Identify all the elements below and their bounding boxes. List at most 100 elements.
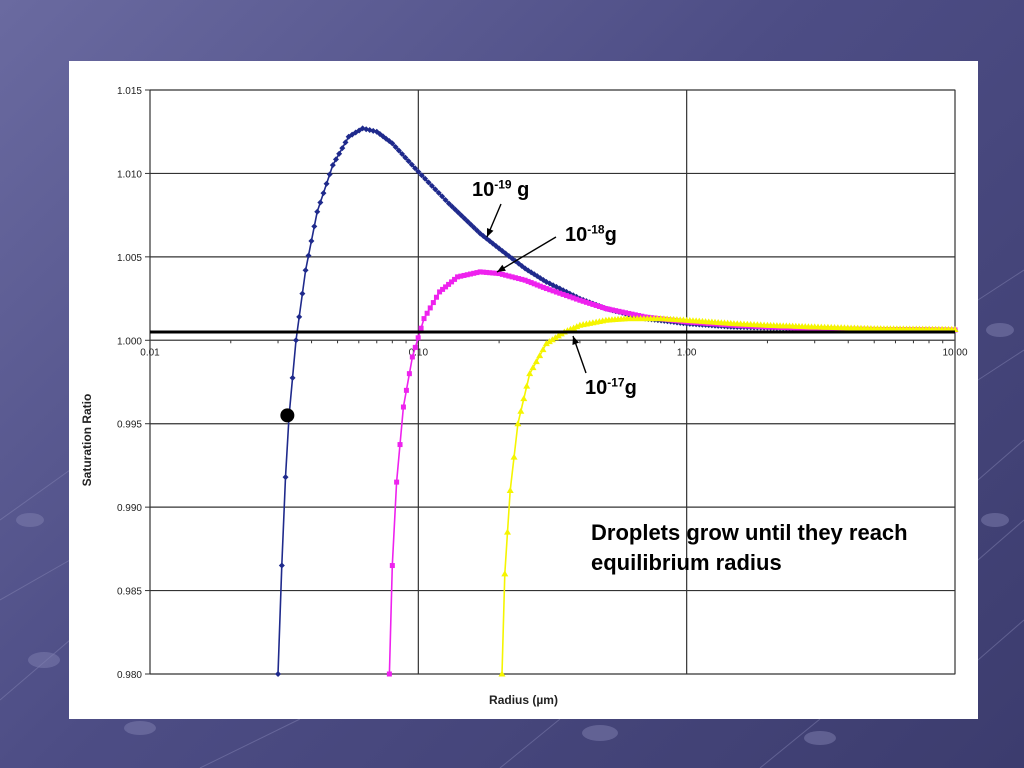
series-1-point [302,267,309,274]
series-3-point [510,453,518,460]
series-2-point [446,281,452,287]
series-2-point [519,276,525,282]
series-2-point [403,387,409,393]
series-2-point [567,294,573,300]
series-1-point [296,313,303,320]
series-2-point [550,288,556,294]
annotation-2-unit: g [604,224,617,246]
series-2-point [603,306,609,312]
series-1-point [428,182,435,189]
y-tick-label: 1.010 [117,169,142,180]
series-2-point [415,335,421,341]
series-2-point [512,275,518,281]
series-1-point [336,150,343,157]
series-1-point [452,206,459,213]
series-2-point [400,404,406,410]
x-tick-label: 0.10 [409,347,429,358]
plot-area [149,89,956,675]
series-2-point [600,305,606,311]
y-axis-label: Saturation Ratio [80,393,94,487]
series-1-point [289,374,296,381]
series-2-point [499,271,505,277]
annotation-1-exp: -19 [494,177,512,192]
series-1-point [311,223,318,230]
series-1-point [329,162,336,169]
series-1-point [445,200,452,207]
series-2-point [596,303,602,309]
series-2-point [642,314,648,320]
series-3-point [551,334,559,341]
series-2-point [534,282,540,288]
x-tick-label: 0.01 [140,347,160,358]
series-1-point [373,128,380,135]
series-3-point [539,346,547,353]
series-1-point [418,172,425,179]
series-1-point [412,165,419,172]
series-1-point [399,151,406,158]
series-2-point [574,296,580,302]
y-tick-label: 0.995 [117,420,142,431]
series-2-point [394,479,400,485]
annotation-3-exp: -17 [607,375,625,390]
series-2-point [409,354,415,360]
series-2-point [424,310,430,316]
chart-panel: 0.980 0.985 0.990 0.995 1.000 1.005 1.010 1.015… [69,61,978,719]
series-2-point [583,299,589,305]
series-1-point [376,131,383,138]
series-2-point [490,270,496,276]
series-2-point [632,312,638,318]
series-3-point [526,370,534,377]
series-2-point [547,287,553,293]
y-tick-label: 0.990 [117,503,142,514]
series-1-point [470,224,477,231]
annotation-arrow-2 [496,236,557,273]
series-2-point [433,294,439,300]
series-2-point [580,298,586,304]
series-1-point [455,209,462,216]
annotation-2-base: 10 [565,224,588,246]
highlight-dot [280,408,295,423]
series-2-point [503,272,509,278]
series-1-point [415,168,422,175]
series-1-point [402,154,409,161]
series-2-point [528,280,534,286]
annotation-1-base: 10 [472,179,495,201]
series-2-point [543,286,549,292]
series-2-point [626,310,632,316]
series-2-point [464,272,470,278]
series-1-point [553,283,560,290]
series-1-point [275,671,282,677]
series-2-point [506,273,512,279]
annotation-label-1: 10-19 g [472,177,529,202]
series-2-point [496,271,502,277]
series-1-point [320,190,327,197]
series-1-point [299,290,306,297]
series-2-point [525,278,531,284]
series-2-point [418,325,424,331]
annotation-arrow-1-head [487,228,494,237]
y-tick-label: 1.005 [117,253,142,264]
y-tick-label: 0.980 [117,670,142,681]
series-2-point [471,270,477,276]
series-1-point [326,171,333,178]
series-3-point [536,352,544,359]
series-2-point [406,371,412,377]
series-2-point [455,274,461,280]
series-1-point [278,562,285,569]
series-1-point [408,161,415,168]
series-1-point [379,133,386,140]
series-2-point [493,270,499,276]
series-1-point [425,179,432,186]
annotation-3-unit: g [624,377,637,399]
series-1-point [305,252,312,259]
series-2-point [622,310,628,316]
series-3-point [498,670,506,677]
series-2-point [537,283,543,289]
series-2-point [587,300,593,306]
series-3-point [501,570,509,577]
series-3-point [951,325,959,332]
series-1-point [502,250,509,257]
series-1-point [370,127,377,134]
series-1-point [383,135,390,142]
series-2-point [509,274,515,280]
